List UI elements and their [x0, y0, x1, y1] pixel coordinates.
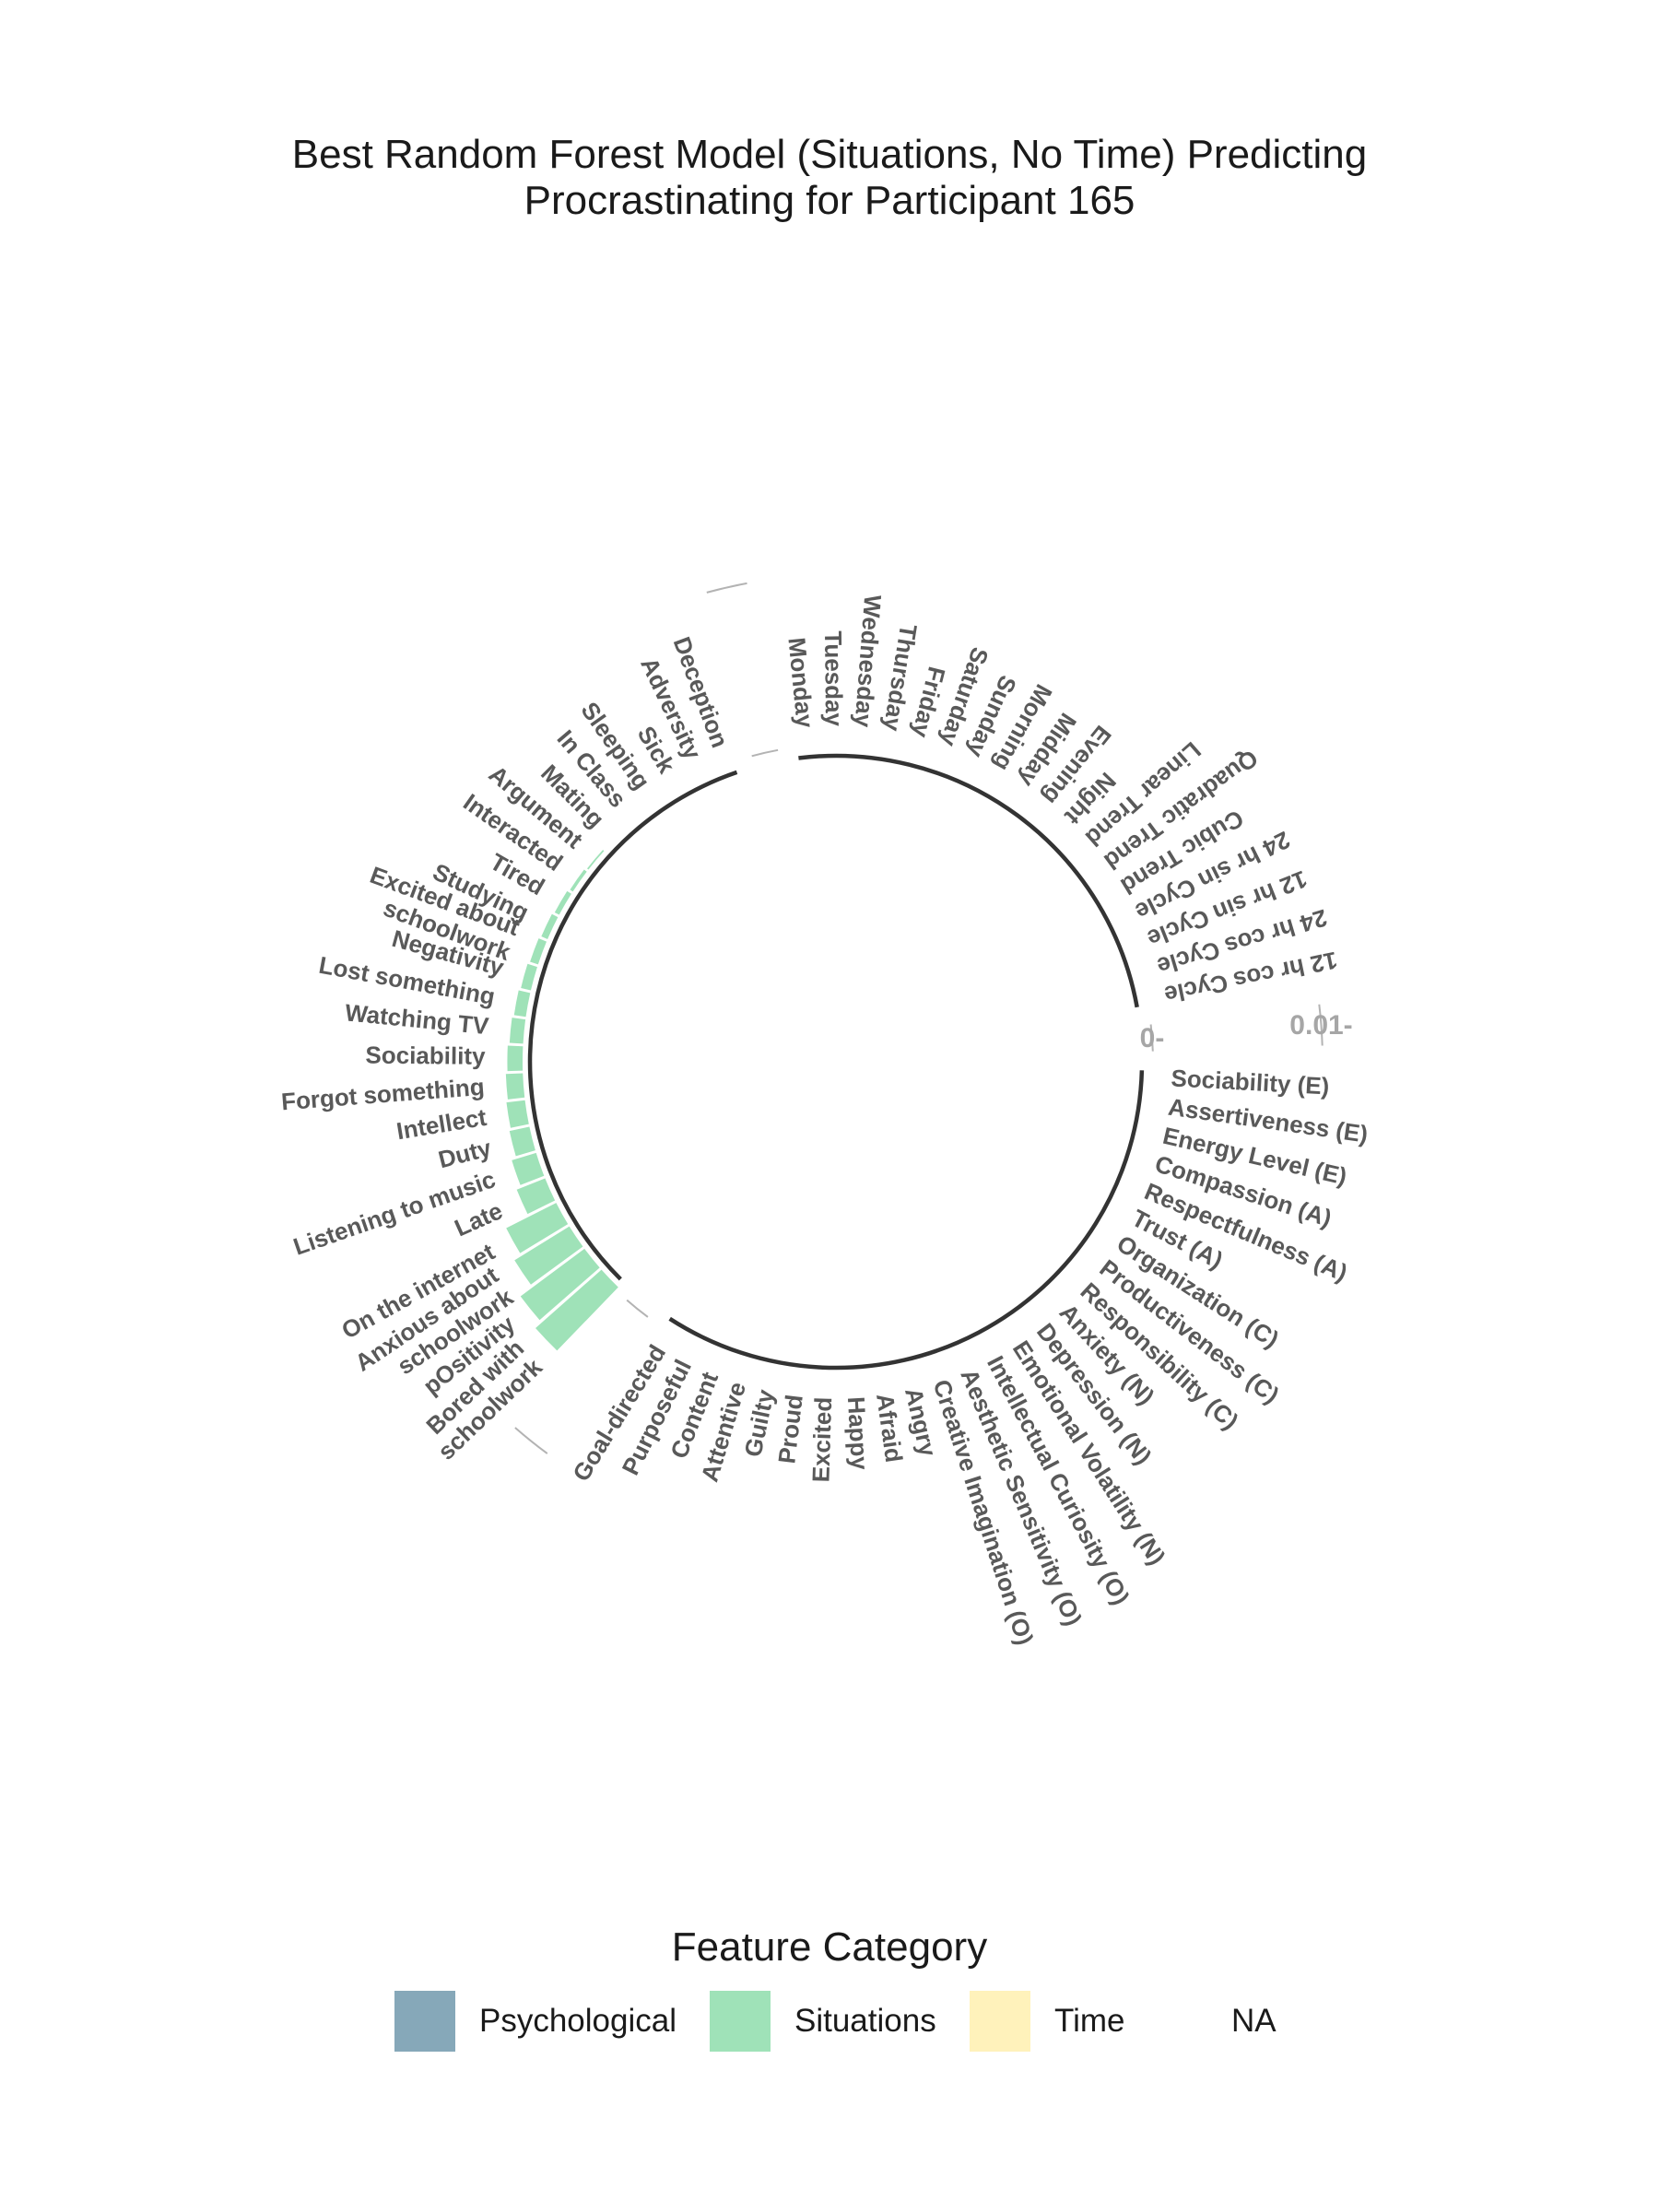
legend-label-time: Time [1054, 2003, 1125, 2039]
feature-label-sociability-e: Sociability (E) [1171, 1064, 1330, 1100]
chart-title-line-2: Procrastinating for Participant 165 [524, 178, 1135, 223]
guide-arc-zero [626, 1299, 649, 1318]
legend-label-psychological: Psychological [479, 2003, 677, 2039]
feature-label-proud: Proud [772, 1393, 808, 1465]
feature-labels: Sociability (E)Assertiveness (E)Energy L… [280, 594, 1370, 1648]
bar-tired [554, 890, 571, 915]
legend-item-situations: Situations [710, 1991, 936, 2052]
legend-swatch-psychological [394, 1991, 455, 2052]
bar-intellect [506, 1100, 529, 1128]
group-baseline-situations [527, 770, 738, 1281]
legend-title: Feature Category [671, 1924, 988, 1970]
bar-on-the-internet [506, 1203, 569, 1253]
guide-arc-zero [751, 748, 779, 758]
bar-positivity [520, 1248, 600, 1321]
bar-studying [541, 913, 559, 939]
bar-watching-tv [509, 1018, 526, 1044]
guide-arc-0-01 [706, 582, 747, 594]
bar-listening-to-music [512, 1152, 545, 1185]
chart-title-line-1: Best Random Forest Model (Situations, No… [291, 132, 1368, 177]
feature-label-tuesday: Tuesday [819, 630, 848, 726]
feature-label-happy: Happy [842, 1396, 874, 1472]
value-axis: 0- 0.01- [1140, 1010, 1353, 1053]
guide-arc-zero [1149, 1024, 1154, 1052]
bar-duty [509, 1126, 535, 1157]
feature-label-wednesday: Wednesday [849, 594, 887, 728]
group-arcs [514, 582, 1324, 1454]
bar-excited-about-schoolwork [530, 938, 547, 965]
feature-label-monday: Monday [782, 636, 818, 729]
bar-argument [587, 850, 605, 870]
legend-item-psychological: Psychological [394, 1991, 677, 2052]
legend-label-situations: Situations [794, 2003, 936, 2039]
bar-bored-with-schoolwork [535, 1269, 618, 1351]
legend-swatch-time [970, 1991, 1030, 2052]
circular-bar-chart: Sociability (E)Assertiveness (E)Energy L… [280, 582, 1370, 1648]
legend-label-na: NA [1231, 2003, 1277, 2039]
bar-forgot-something [505, 1073, 525, 1100]
guide-arc-0-01 [514, 1427, 548, 1454]
bar-negativity [521, 963, 537, 991]
group-baseline-psychological [668, 1070, 1145, 1371]
feature-label-sociability: Sociability [365, 1041, 486, 1070]
bar-sociability [507, 1045, 524, 1072]
value-tick-0: 0- [1140, 1023, 1165, 1053]
legend-swatch-situations [710, 1991, 771, 2052]
legend-swatch-na [1147, 1991, 1207, 2052]
legend-item-time: Time [970, 1991, 1124, 2052]
bar-lost-something [513, 990, 531, 1018]
feature-label-excited: Excited [806, 1396, 837, 1482]
bar-late [516, 1178, 556, 1215]
legend-item-na: NA [1147, 1991, 1277, 2052]
group-baseline-time [798, 753, 1139, 1008]
bars [505, 850, 618, 1351]
bar-anxious-about-schoolwork [514, 1226, 583, 1285]
bar-interacted [570, 869, 587, 892]
value-tick-0-01: 0.01- [1289, 1010, 1352, 1041]
guide-arc-0-01 [1318, 1004, 1324, 1046]
